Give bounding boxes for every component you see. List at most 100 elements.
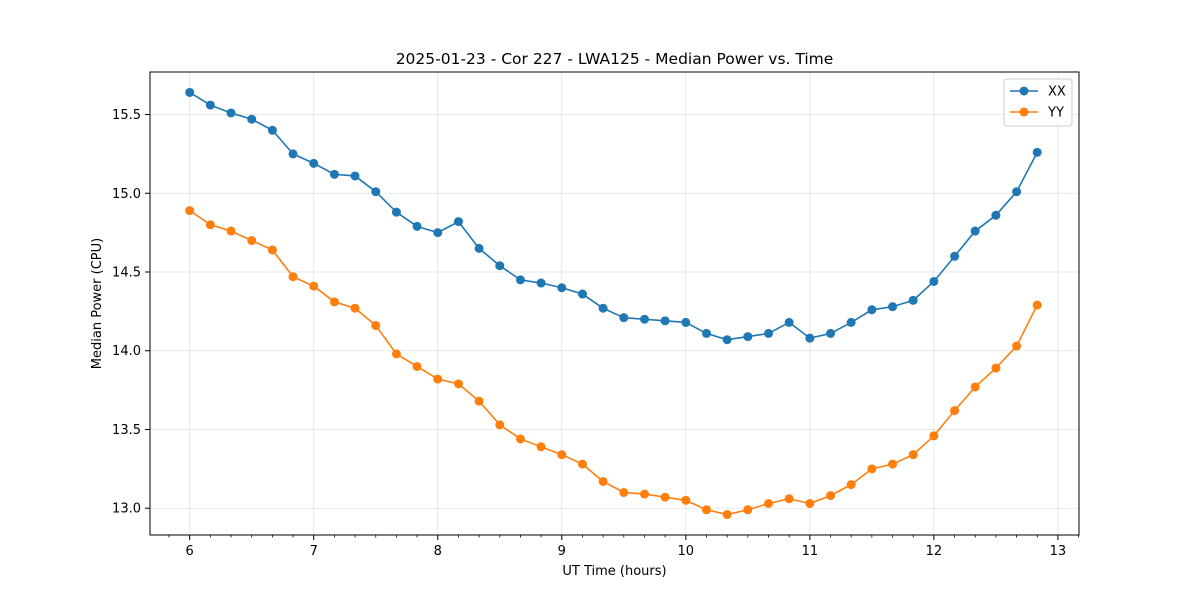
data-point-xx bbox=[867, 305, 877, 315]
x-tick-label: 6 bbox=[186, 544, 194, 559]
y-tick-label: 15.5 bbox=[112, 108, 141, 123]
y-tick-label: 13.0 bbox=[112, 502, 141, 517]
legend-marker-xx bbox=[1019, 86, 1029, 96]
legend-label-xx: XX bbox=[1048, 85, 1066, 100]
data-point-xx bbox=[578, 289, 587, 299]
chart-title: 2025-01-23 - Cor 227 - LWA125 - Median P… bbox=[396, 50, 834, 68]
plot-frame bbox=[149, 71, 1080, 536]
data-point-yy bbox=[536, 442, 546, 452]
data-point-xx bbox=[185, 87, 195, 97]
x-tick-label: 10 bbox=[678, 544, 695, 559]
data-point-xx bbox=[453, 217, 463, 227]
data-point-xx bbox=[412, 221, 422, 231]
data-point-yy bbox=[371, 321, 381, 331]
data-point-yy bbox=[1012, 341, 1022, 351]
data-point-yy bbox=[1032, 300, 1042, 310]
grid bbox=[150, 72, 1079, 535]
data-point-yy bbox=[722, 510, 732, 520]
data-point-yy bbox=[929, 431, 939, 441]
data-point-xx bbox=[702, 328, 712, 338]
data-point-xx bbox=[495, 261, 505, 271]
y-tick-label: 14.5 bbox=[112, 266, 141, 281]
data-point-xx bbox=[557, 283, 567, 293]
data-point-yy bbox=[495, 420, 505, 430]
data-point-yy bbox=[784, 494, 794, 504]
data-point-yy bbox=[826, 491, 836, 501]
data-point-xx bbox=[764, 328, 774, 338]
data-point-xx bbox=[722, 335, 732, 345]
data-point-yy bbox=[433, 374, 443, 384]
data-point-yy bbox=[764, 499, 774, 508]
x-axis: 6 7 8 9 10 11 12 13 bbox=[168, 535, 1079, 559]
data-point-yy bbox=[846, 480, 856, 490]
data-point-xx bbox=[846, 317, 856, 327]
data-point-xx bbox=[660, 316, 670, 326]
data-point-yy bbox=[185, 206, 195, 216]
data-point-xx bbox=[536, 278, 546, 288]
data-point-xx bbox=[619, 313, 629, 323]
data-point-yy bbox=[991, 363, 1001, 373]
data-point-xx bbox=[247, 114, 257, 124]
data-point-yy bbox=[805, 499, 815, 508]
data-point-xx bbox=[474, 243, 484, 253]
data-point-yy bbox=[226, 226, 236, 236]
data-point-xx bbox=[1032, 147, 1042, 157]
data-point-yy bbox=[267, 245, 277, 255]
x-axis-label: UT Time (hours) bbox=[562, 564, 666, 579]
data-point-yy bbox=[640, 489, 650, 499]
data-point-xx bbox=[805, 333, 815, 343]
data-point-xx bbox=[991, 210, 1001, 220]
data-point-xx bbox=[950, 251, 960, 261]
data-point-xx bbox=[226, 108, 236, 118]
data-point-xx bbox=[1012, 187, 1022, 197]
legend-label-yy: YY bbox=[1047, 106, 1064, 121]
data-point-yy bbox=[412, 361, 422, 371]
y-tick-label: 15.0 bbox=[112, 187, 141, 202]
x-tick-label: 13 bbox=[1050, 544, 1067, 559]
x-tick-label: 11 bbox=[802, 544, 819, 559]
y-axis: 13.0 13.5 14.0 14.5 15.0 15.5 bbox=[112, 108, 150, 517]
data-point-yy bbox=[391, 349, 401, 359]
data-point-xx bbox=[743, 332, 753, 342]
legend-marker-yy bbox=[1019, 107, 1029, 117]
data-point-xx bbox=[288, 149, 298, 159]
x-tick-label: 12 bbox=[926, 544, 943, 559]
data-point-yy bbox=[950, 406, 960, 416]
x-tick-label: 8 bbox=[434, 544, 442, 559]
data-point-yy bbox=[474, 396, 484, 406]
data-point-yy bbox=[205, 220, 215, 230]
data-point-xx bbox=[309, 158, 319, 168]
series-yy bbox=[185, 206, 1042, 520]
x-tick-label: 9 bbox=[558, 544, 566, 559]
data-point-xx bbox=[329, 169, 339, 179]
data-point-yy bbox=[247, 236, 257, 246]
data-point-yy bbox=[619, 487, 629, 497]
y-axis-label: Median Power (CPU) bbox=[90, 238, 105, 369]
legend: XX YY bbox=[1003, 78, 1073, 127]
data-point-yy bbox=[309, 281, 319, 291]
series-layer bbox=[185, 87, 1042, 520]
data-point-yy bbox=[660, 492, 670, 502]
data-point-xx bbox=[970, 226, 980, 236]
data-point-yy bbox=[867, 464, 877, 474]
x-tick-label: 7 bbox=[310, 544, 318, 559]
data-point-yy bbox=[970, 382, 980, 392]
data-point-yy bbox=[350, 303, 360, 313]
data-point-xx bbox=[267, 125, 277, 135]
data-point-yy bbox=[557, 450, 567, 460]
series-xx bbox=[185, 87, 1042, 345]
data-point-xx bbox=[681, 317, 691, 327]
data-point-xx bbox=[929, 276, 939, 286]
data-point-xx bbox=[598, 303, 608, 313]
data-point-yy bbox=[681, 495, 691, 505]
y-tick-label: 13.5 bbox=[112, 423, 141, 438]
data-point-xx bbox=[371, 187, 381, 197]
data-point-xx bbox=[515, 275, 525, 285]
data-point-yy bbox=[453, 379, 463, 389]
data-point-xx bbox=[640, 314, 650, 324]
data-point-xx bbox=[908, 295, 918, 305]
y-tick-label: 14.0 bbox=[112, 344, 141, 359]
data-point-yy bbox=[702, 505, 712, 515]
